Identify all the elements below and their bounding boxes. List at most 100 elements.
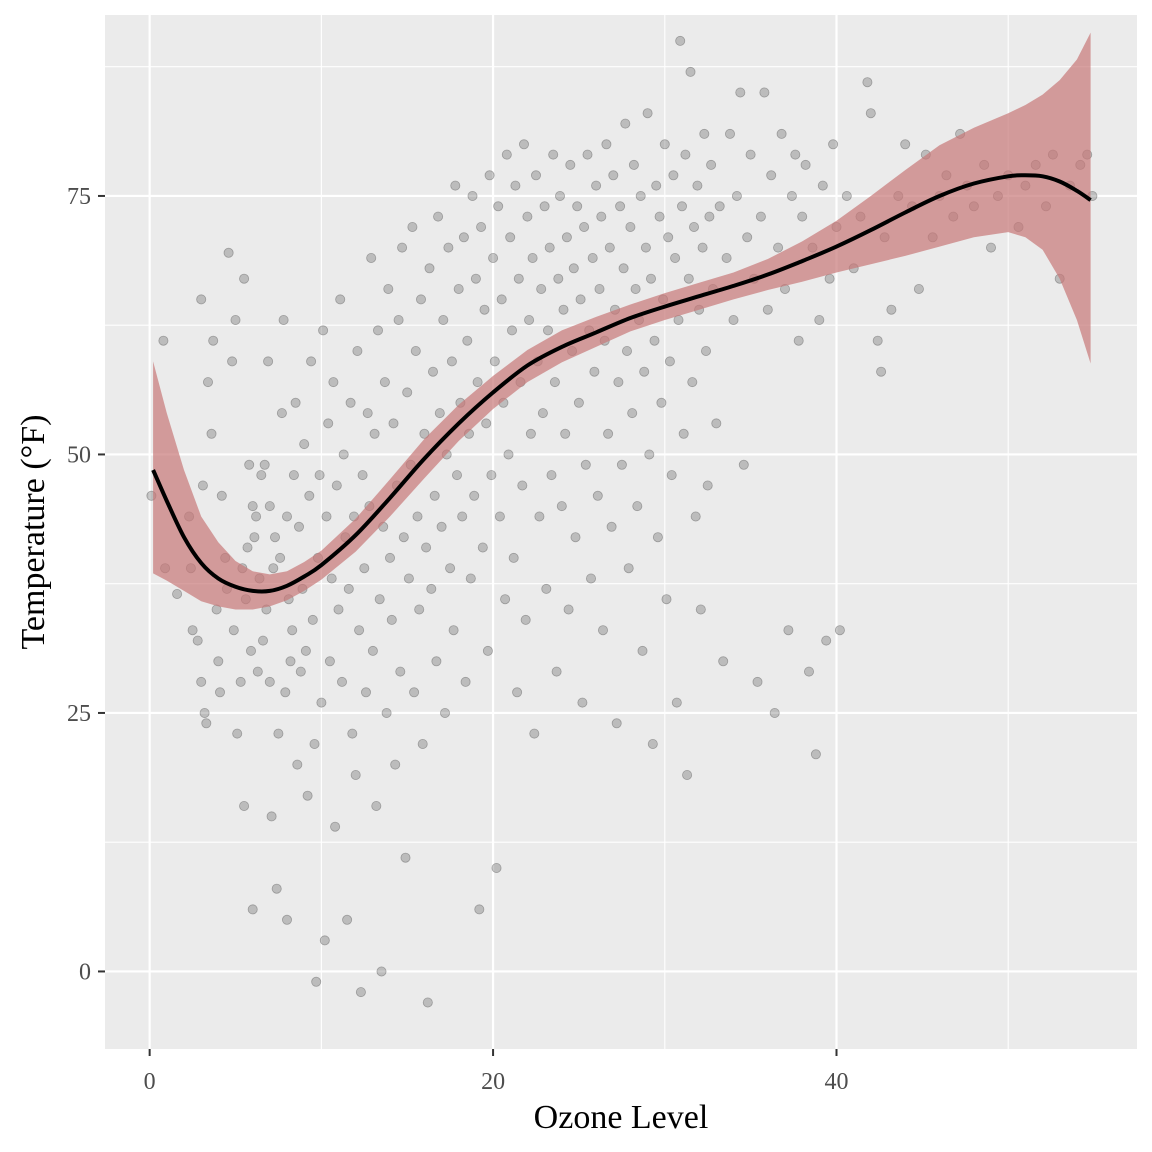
- x-axis-title: Ozone Level: [534, 1099, 709, 1136]
- data-point: [202, 377, 213, 388]
- data-point: [558, 304, 569, 315]
- data-point: [295, 666, 306, 677]
- data-point: [527, 252, 538, 263]
- data-point: [865, 108, 876, 119]
- data-point: [986, 242, 997, 253]
- data-point: [415, 294, 426, 305]
- data-point: [841, 190, 852, 201]
- data-point: [343, 583, 354, 594]
- data-point: [706, 159, 717, 170]
- data-point: [445, 563, 456, 574]
- data-point: [214, 687, 225, 698]
- data-point: [424, 263, 435, 274]
- data-point: [331, 480, 342, 491]
- data-point: [635, 190, 646, 201]
- data-point: [834, 625, 845, 636]
- data-point: [249, 532, 260, 543]
- data-point: [678, 428, 689, 439]
- data-point: [616, 459, 627, 470]
- data-point: [577, 697, 588, 708]
- data-point: [690, 511, 701, 522]
- data-point: [196, 676, 207, 687]
- data-point: [769, 708, 780, 719]
- data-point: [314, 470, 325, 481]
- data-point: [450, 180, 461, 191]
- data-point: [381, 708, 392, 719]
- data-point: [458, 232, 469, 243]
- data-point: [594, 283, 605, 294]
- data-point: [625, 221, 636, 232]
- data-point: [548, 149, 559, 160]
- data-point: [384, 552, 395, 563]
- data-point: [393, 314, 404, 325]
- data-point: [680, 149, 691, 160]
- data-point: [252, 666, 263, 677]
- data-point: [407, 221, 418, 232]
- data-point: [395, 666, 406, 677]
- data-point: [529, 728, 540, 739]
- data-point: [804, 666, 815, 677]
- data-point: [510, 180, 521, 191]
- data-point: [817, 180, 828, 191]
- data-point: [357, 470, 368, 481]
- data-point: [671, 697, 682, 708]
- data-point: [517, 480, 528, 491]
- data-point: [489, 356, 500, 367]
- data-point: [589, 366, 600, 377]
- data-point: [276, 408, 287, 419]
- data-point: [606, 521, 617, 532]
- data-point: [615, 201, 626, 212]
- data-point: [421, 542, 432, 553]
- data-point: [302, 790, 313, 801]
- data-point: [556, 501, 567, 512]
- data-point: [598, 625, 609, 636]
- data-point: [682, 770, 693, 781]
- data-point: [336, 676, 347, 687]
- data-point: [453, 283, 464, 294]
- data-point: [306, 356, 317, 367]
- data-point: [187, 625, 198, 636]
- data-point: [242, 542, 253, 553]
- data-point: [474, 904, 485, 915]
- data-point: [646, 273, 657, 284]
- data-point: [192, 635, 203, 646]
- data-point: [285, 656, 296, 667]
- data-point: [536, 283, 547, 294]
- data-point: [307, 614, 318, 625]
- data-point: [800, 159, 811, 170]
- data-point: [366, 252, 377, 263]
- data-point: [512, 687, 523, 698]
- data-point: [479, 304, 490, 315]
- data-point: [582, 149, 593, 160]
- data-point: [647, 739, 658, 750]
- data-point: [278, 314, 289, 325]
- data-point: [484, 170, 495, 181]
- data-point: [300, 645, 311, 656]
- data-point: [398, 532, 409, 543]
- data-point: [347, 728, 358, 739]
- data-point: [264, 501, 275, 512]
- data-point: [568, 263, 579, 274]
- data-point: [397, 242, 408, 253]
- data-point: [460, 676, 471, 687]
- data-point: [604, 242, 615, 253]
- data-point: [670, 252, 681, 263]
- data-point: [644, 449, 655, 460]
- data-point: [639, 366, 650, 377]
- data-point: [446, 356, 457, 367]
- data-point: [309, 739, 320, 750]
- data-point: [482, 645, 493, 656]
- data-point: [828, 139, 839, 150]
- data-point: [256, 470, 267, 481]
- data-point: [591, 180, 602, 191]
- data-point: [731, 190, 742, 201]
- data-point: [457, 511, 468, 522]
- data-point: [620, 118, 631, 129]
- data-point: [323, 418, 334, 429]
- data-point: [543, 325, 554, 336]
- data-point: [259, 459, 270, 470]
- data-point: [675, 35, 686, 46]
- data-point: [677, 201, 688, 212]
- data-point: [232, 728, 243, 739]
